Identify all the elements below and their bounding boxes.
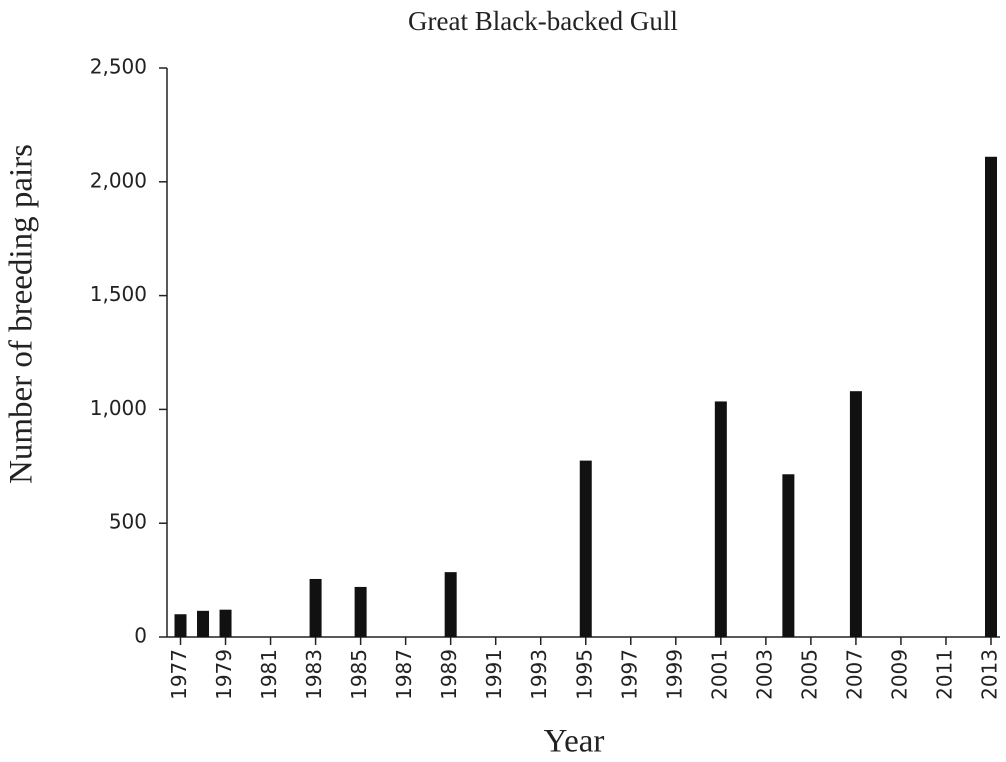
x-tick-label: 1983 bbox=[302, 649, 326, 700]
y-tick-label: 500 bbox=[109, 510, 147, 534]
bar bbox=[354, 586, 367, 637]
x-tick-label: 2007 bbox=[842, 649, 866, 700]
x-tick-label: 1979 bbox=[212, 649, 236, 700]
bar bbox=[309, 578, 322, 637]
y-tick-label: 1,000 bbox=[90, 396, 147, 420]
x-axis-label: Year bbox=[544, 724, 605, 760]
y-tick-label: 0 bbox=[134, 624, 147, 648]
x-tick-label: 1997 bbox=[617, 649, 641, 700]
x-tick-label: 2013 bbox=[977, 649, 1001, 700]
chart-title: Great Black-backed Gull bbox=[408, 6, 678, 36]
x-tick-label: 1981 bbox=[257, 649, 281, 700]
bar bbox=[174, 614, 187, 637]
bar bbox=[714, 401, 727, 637]
bar bbox=[984, 156, 997, 637]
y-tick-label: 1,500 bbox=[90, 282, 147, 306]
x-tick-label: 2009 bbox=[887, 649, 911, 700]
bar bbox=[849, 391, 862, 637]
x-tick-label: 1993 bbox=[527, 649, 551, 700]
x-tick-label: 1985 bbox=[347, 649, 371, 700]
bar bbox=[219, 609, 232, 637]
y-tick-label: 2,000 bbox=[90, 168, 147, 192]
x-tick-label: 1987 bbox=[392, 649, 416, 700]
x-tick-label: 2005 bbox=[797, 649, 821, 700]
x-tick-label: 1995 bbox=[572, 649, 596, 700]
x-tick-label: 2001 bbox=[707, 649, 731, 700]
y-axis-label: Number of breeding pairs bbox=[4, 144, 40, 484]
x-tick-label: 1977 bbox=[167, 649, 191, 700]
x-tick-label: 2011 bbox=[932, 649, 956, 700]
bar bbox=[579, 460, 592, 637]
x-tick-label: 1999 bbox=[662, 649, 686, 700]
x-tick-label: 1991 bbox=[482, 649, 506, 700]
x-tick-label: 1989 bbox=[437, 649, 461, 700]
bar bbox=[444, 572, 457, 637]
bar bbox=[197, 610, 210, 637]
y-tick-label: 2,500 bbox=[90, 55, 147, 79]
bar bbox=[782, 474, 795, 637]
x-tick-label: 2003 bbox=[752, 649, 776, 700]
